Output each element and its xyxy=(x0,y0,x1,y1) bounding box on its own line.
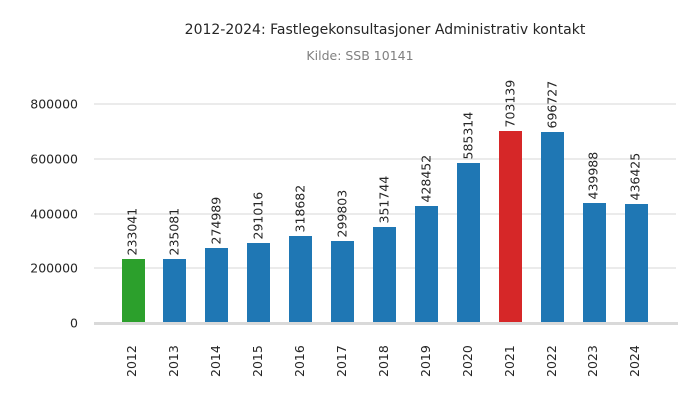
y-tick-label: 400000 xyxy=(30,206,78,221)
x-tick-label: 2023 xyxy=(585,345,601,377)
bar-2015 xyxy=(247,243,271,323)
bar-value-label: 436425 xyxy=(627,152,643,201)
x-tick-label: 2017 xyxy=(333,345,349,377)
x-axis-baseline xyxy=(94,322,678,325)
chart-subtitle: Kilde: SSB 10141 xyxy=(306,48,414,63)
x-tick-label: 2024 xyxy=(627,345,643,377)
bar-value-label: 428452 xyxy=(418,154,434,203)
x-tick-label: 2014 xyxy=(207,345,223,377)
bar-value-label: 585314 xyxy=(460,111,476,160)
y-tick-label: 600000 xyxy=(30,151,78,167)
y-tick-label: 800000 xyxy=(30,96,78,112)
bar-2019 xyxy=(415,205,439,323)
x-tick-label: 2018 xyxy=(375,345,391,377)
bar-2021 xyxy=(499,130,523,323)
bar-value-label: 351744 xyxy=(376,175,392,224)
chart-title: 2012-2024: Fastlegekonsultasjoner Admini… xyxy=(184,22,586,38)
bar-value-label: 696727 xyxy=(544,81,559,129)
gridline xyxy=(94,157,676,160)
gridline xyxy=(94,103,676,105)
y-tick-label: 0 xyxy=(70,315,78,331)
bar-2022 xyxy=(541,132,564,323)
bar-2024 xyxy=(624,203,648,323)
x-tick-label: 2020 xyxy=(459,345,475,377)
bar-value-label: 703139 xyxy=(502,79,518,128)
x-tick-label: 2012 xyxy=(124,345,139,377)
bar-2017 xyxy=(331,240,355,323)
bar-value-label: 439988 xyxy=(585,151,601,200)
x-tick-label: 2015 xyxy=(249,345,265,377)
bar-2016 xyxy=(289,235,313,323)
bar-value-label: 299803 xyxy=(334,189,350,238)
bar-value-label: 318682 xyxy=(292,184,308,233)
bar-2013 xyxy=(163,258,187,323)
gridline xyxy=(94,212,676,215)
x-tick-label: 2016 xyxy=(291,345,307,377)
bar-2014 xyxy=(205,247,229,323)
x-tick-label: 2019 xyxy=(417,345,433,377)
bar-2020 xyxy=(457,162,481,323)
y-tick-label: 200000 xyxy=(30,260,78,276)
bar-2012 xyxy=(121,259,145,323)
bar-2023 xyxy=(582,202,606,323)
bar-value-label: 274989 xyxy=(208,196,224,245)
x-tick-label: 2013 xyxy=(165,345,181,377)
bar-value-label: 235081 xyxy=(166,207,182,256)
bar-2018 xyxy=(373,226,397,323)
bar-value-label: 291016 xyxy=(250,192,266,240)
x-tick-label: 2021 xyxy=(501,345,517,377)
bar-value-label: 233041 xyxy=(124,207,140,256)
x-tick-label: 2022 xyxy=(543,345,559,377)
